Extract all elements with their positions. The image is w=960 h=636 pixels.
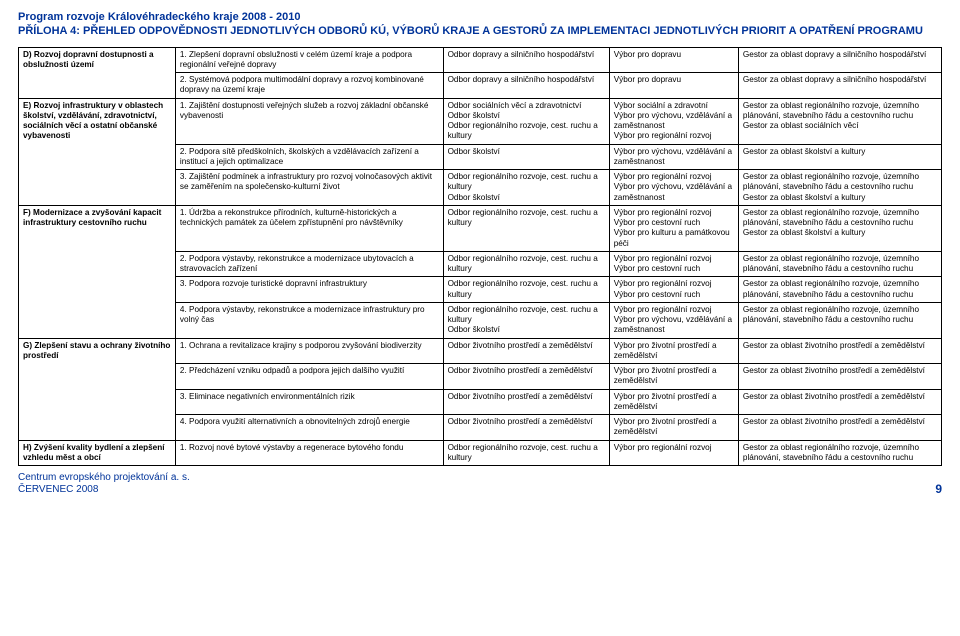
program-title: Program rozvoje Královéhradeckého kraje … <box>18 10 942 24</box>
priority-cell: G) Zlepšení stavu a ochrany životního pr… <box>19 338 176 440</box>
committee-cell: Výbor pro regionální rozvojVýbor pro výc… <box>609 302 738 338</box>
department-cell: Odbor životního prostředí a zemědělství <box>443 364 609 390</box>
department-cell: Odbor regionálního rozvoje, cest. ruchu … <box>443 205 609 251</box>
table-row: E) Rozvoj infrastruktury v oblastech ško… <box>19 98 942 144</box>
measure-cell: 1. Údržba a rekonstrukce přírodních, kul… <box>175 205 443 251</box>
measure-cell: 1. Ochrana a revitalizace krajiny s podp… <box>175 338 443 364</box>
footer-date: ČERVENEC 2008 <box>18 484 98 495</box>
page: Program rozvoje Královéhradeckého kraje … <box>0 0 960 502</box>
priority-cell: E) Rozvoj infrastruktury v oblastech ško… <box>19 98 176 205</box>
committee-cell: Výbor pro životní prostředí a zemědělstv… <box>609 338 738 364</box>
footer-left: Centrum evropského projektování a. s. ČE… <box>18 472 942 496</box>
gestor-cell: Gestor za oblast regionálního rozvoje, ú… <box>738 98 941 144</box>
department-cell: Odbor regionálního rozvoje, cest. ruchu … <box>443 277 609 303</box>
committee-cell: Výbor pro dopravu <box>609 73 738 99</box>
department-cell: Odbor životního prostředí a zemědělství <box>443 389 609 415</box>
measure-cell: 2. Systémová podpora multimodální doprav… <box>175 73 443 99</box>
gestor-cell: Gestor za oblast regionálního rozvoje, ú… <box>738 302 941 338</box>
table-row: D) Rozvoj dopravní dostupnosti a obslužn… <box>19 47 942 73</box>
committee-cell: Výbor pro regionální rozvojVýbor pro ces… <box>609 205 738 251</box>
department-cell: Odbor dopravy a silničního hospodářství <box>443 47 609 73</box>
priority-cell: F) Modernizace a zvyšování kapacit infra… <box>19 205 176 338</box>
gestor-cell: Gestor za oblast životního prostředí a z… <box>738 338 941 364</box>
appendix-title: PŘÍLOHA 4: PŘEHLED ODPOVĚDNOSTI JEDNOTLI… <box>18 24 942 38</box>
measure-cell: 1. Rozvoj nové bytové výstavby a regener… <box>175 440 443 466</box>
measure-cell: 4. Podpora využití alternativních a obno… <box>175 415 443 441</box>
committee-cell: Výbor pro regionální rozvojVýbor pro ces… <box>609 277 738 303</box>
department-cell: Odbor školství <box>443 144 609 170</box>
committee-cell: Výbor pro regionální rozvojVýbor pro výc… <box>609 170 738 206</box>
gestor-cell: Gestor za oblast životního prostředí a z… <box>738 415 941 441</box>
table-row: G) Zlepšení stavu a ochrany životního pr… <box>19 338 942 364</box>
gestor-cell: Gestor za oblast regionálního rozvoje, ú… <box>738 170 941 206</box>
committee-cell: Výbor pro výchovu, vzdělávání a zaměstna… <box>609 144 738 170</box>
department-cell: Odbor životního prostředí a zemědělství <box>443 415 609 441</box>
committee-cell: Výbor pro životní prostředí a zemědělstv… <box>609 389 738 415</box>
measure-cell: 3. Podpora rozvoje turistické dopravní i… <box>175 277 443 303</box>
gestor-cell: Gestor za oblast regionálního rozvoje, ú… <box>738 205 941 251</box>
gestor-cell: Gestor za oblast regionálního rozvoje, ú… <box>738 440 941 466</box>
committee-cell: Výbor pro životní prostředí a zemědělstv… <box>609 415 738 441</box>
footer: Centrum evropského projektování a. s. ČE… <box>18 472 942 496</box>
department-cell: Odbor regionálního rozvoje, cest. ruchu … <box>443 170 609 206</box>
gestor-cell: Gestor za oblast regionálního rozvoje, ú… <box>738 251 941 277</box>
footer-org: Centrum evropského projektování a. s. <box>18 472 190 483</box>
department-cell: Odbor regionálního rozvoje, cest. ruchu … <box>443 251 609 277</box>
measure-cell: 2. Předcházení vzniku odpadů a podpora j… <box>175 364 443 390</box>
committee-cell: Výbor pro životní prostředí a zemědělstv… <box>609 364 738 390</box>
committee-cell: Výbor pro regionální rozvoj <box>609 440 738 466</box>
gestor-cell: Gestor za oblast dopravy a silničního ho… <box>738 73 941 99</box>
gestor-cell: Gestor za oblast životního prostředí a z… <box>738 389 941 415</box>
gestor-cell: Gestor za oblast životního prostředí a z… <box>738 364 941 390</box>
measure-cell: 1. Zajištění dostupnosti veřejných služe… <box>175 98 443 144</box>
gestor-cell: Gestor za oblast dopravy a silničního ho… <box>738 47 941 73</box>
measure-cell: 1. Zlepšení dopravní obslužnosti v celém… <box>175 47 443 73</box>
committee-cell: Výbor sociální a zdravotníVýbor pro vých… <box>609 98 738 144</box>
department-cell: Odbor regionálního rozvoje, cest. ruchu … <box>443 302 609 338</box>
table-row: F) Modernizace a zvyšování kapacit infra… <box>19 205 942 251</box>
table-row: H) Zvýšení kvality bydlení a zlepšení vz… <box>19 440 942 466</box>
measure-cell: 3. Eliminace negativních environmentální… <box>175 389 443 415</box>
footer-page-number: 9 <box>935 482 942 496</box>
measure-cell: 3. Zajištění podmínek a infrastruktury p… <box>175 170 443 206</box>
measure-cell: 2. Podpora sítě předškolních, školských … <box>175 144 443 170</box>
gestor-cell: Gestor za oblast školství a kultury <box>738 144 941 170</box>
priority-cell: D) Rozvoj dopravní dostupnosti a obslužn… <box>19 47 176 98</box>
priorities-table: D) Rozvoj dopravní dostupnosti a obslužn… <box>18 47 942 467</box>
measure-cell: 2. Podpora výstavby, rekonstrukce a mode… <box>175 251 443 277</box>
department-cell: Odbor sociálních věcí a zdravotnictvíOdb… <box>443 98 609 144</box>
header-block: Program rozvoje Královéhradeckého kraje … <box>18 10 942 39</box>
measure-cell: 4. Podpora výstavby, rekonstrukce a mode… <box>175 302 443 338</box>
priority-cell: H) Zvýšení kvality bydlení a zlepšení vz… <box>19 440 176 466</box>
department-cell: Odbor životního prostředí a zemědělství <box>443 338 609 364</box>
committee-cell: Výbor pro regionální rozvojVýbor pro ces… <box>609 251 738 277</box>
department-cell: Odbor regionálního rozvoje, cest. ruchu … <box>443 440 609 466</box>
gestor-cell: Gestor za oblast regionálního rozvoje, ú… <box>738 277 941 303</box>
committee-cell: Výbor pro dopravu <box>609 47 738 73</box>
department-cell: Odbor dopravy a silničního hospodářství <box>443 73 609 99</box>
